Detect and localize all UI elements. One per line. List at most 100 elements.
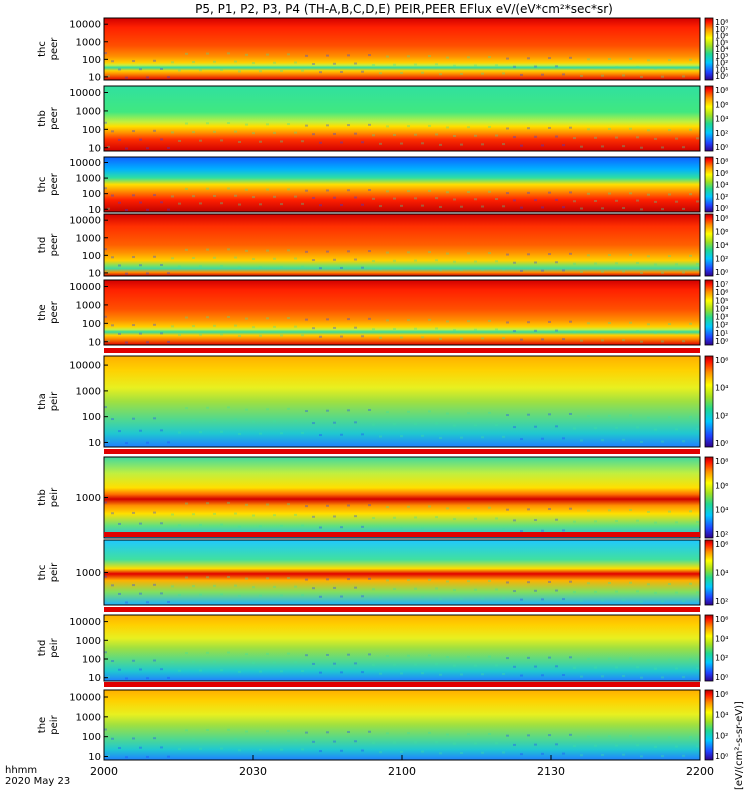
spectrogram-texture — [104, 248, 699, 275]
colorbar-tick-label: 10¹ — [715, 329, 728, 338]
colorbar — [704, 539, 714, 606]
x-tick-label: 2000 — [90, 765, 118, 778]
colorbar — [704, 614, 714, 682]
panel-label: the — [37, 304, 48, 320]
y-tick-label: 1000 — [76, 493, 101, 504]
y-tick-label: 10000 — [69, 361, 101, 372]
spectrogram-image — [104, 86, 700, 151]
y-tick-label: 1000 — [76, 568, 101, 579]
colorbar-tick-label: 10⁰ — [715, 752, 728, 761]
colorbar-tick-label: 10⁶ — [715, 228, 728, 237]
panel-label: peer — [49, 37, 60, 61]
colorbar-tick-label: 10² — [715, 255, 728, 264]
y-tick-label: 1000 — [76, 174, 101, 185]
y-tick-label: 100 — [82, 189, 101, 200]
spectrogram-texture — [104, 187, 699, 212]
colorbar-tick-label: 10² — [715, 59, 728, 68]
colorbar-tick-label: 10² — [715, 411, 728, 420]
y-tick-label: 10 — [88, 752, 101, 763]
panel-label: thc — [37, 565, 48, 581]
panel-frame — [103, 213, 701, 277]
x-tick-labels: 2000 2030 2100 2130 2200 — [90, 755, 714, 778]
colorbar-tick-label: 10² — [715, 530, 728, 539]
colorbar-tick-label: 10⁴ — [715, 711, 728, 720]
colorbar-tick-label: 10³ — [715, 52, 728, 61]
y-tick-label: 1000 — [76, 233, 101, 244]
y-tick-label: 100 — [82, 125, 101, 136]
y-tick-label: 1000 — [76, 37, 101, 48]
colorbar-tick-label: 10⁸ — [715, 457, 728, 466]
colorbar-tick-label: 10⁶ — [715, 169, 728, 178]
panel-label: thc — [37, 177, 48, 193]
y-tick-label: 1000 — [76, 106, 101, 117]
y-tick-label: 10 — [88, 337, 101, 348]
y-tick-label: 10000 — [69, 617, 101, 628]
y-tick-label: 1000 — [76, 386, 101, 397]
colorbar-tick-label: 10⁴ — [715, 241, 728, 250]
colorbar — [704, 156, 714, 213]
panel-label: peer — [49, 300, 60, 324]
colorbar — [704, 355, 714, 448]
spectrogram-texture — [104, 52, 699, 79]
colorbar-tick-label: 10⁰ — [715, 143, 728, 152]
colorbar-tick-label: 10⁸ — [715, 214, 728, 223]
colorbar-tick-label: 10⁴ — [715, 634, 728, 643]
colorbar-tick-label: 10² — [715, 597, 728, 606]
colorbar-tick-label: 10⁴ — [715, 304, 728, 313]
panel-separator — [104, 348, 700, 353]
colorbar-tick-label: 10² — [715, 654, 728, 663]
y-tick-label: 10000 — [69, 693, 101, 704]
panel-frame — [103, 614, 701, 682]
panel-label: thd — [37, 640, 48, 657]
spectrogram-image — [104, 540, 700, 605]
x-axis: hhmm 2020 May 23 — [5, 765, 70, 787]
y-tick-label: 10 — [88, 205, 101, 216]
panel-separator — [104, 532, 700, 537]
colorbar-tick-label: 10² — [715, 321, 728, 330]
spectrogram-texture — [104, 121, 699, 150]
spectrogram-panel: 10000 1000 100 10 thb peer 10⁸ 10⁶ 10⁴ 10² 10⁰ — [37, 85, 728, 154]
panel-label: peer — [49, 172, 60, 196]
colorbar-tick-label: 10⁶ — [715, 690, 728, 699]
spectrogram-image — [104, 157, 700, 212]
spectrogram-texture — [104, 575, 699, 604]
colorbar-tick-label: 10⁴ — [715, 506, 728, 515]
y-tick-label: 10 — [88, 673, 101, 684]
spectrogram-image — [104, 280, 700, 345]
colorbar-tick-label: 10⁶ — [715, 481, 728, 490]
colorbar-unit-label: [eV/(cm²-s-sr-eV)] — [734, 701, 745, 790]
panel-frame — [103, 279, 701, 346]
colorbar — [704, 85, 714, 152]
panel-separator — [104, 449, 700, 454]
y-tick-label: 10000 — [69, 282, 101, 293]
panel-label: peir — [49, 391, 60, 411]
spectrogram-image — [104, 615, 700, 681]
panel-label: thc — [37, 41, 48, 57]
y-tick-label: 10 — [88, 72, 101, 83]
colorbar-tick-label: 10⁴ — [715, 569, 728, 578]
y-tick-label: 100 — [82, 251, 101, 262]
y-tick-label: 10 — [88, 438, 101, 449]
spectrogram-image — [104, 214, 700, 276]
spectrogram-panel: 10000 1000 100 10 thd peir 10⁶ 10⁴ 10² 10⁰ — [37, 607, 728, 684]
y-tick-label: 10000 — [69, 88, 101, 99]
x-tick-label: 2130 — [537, 765, 565, 778]
panel-label: thb — [37, 110, 48, 127]
colorbar — [704, 279, 714, 346]
panel-label: peir — [49, 562, 60, 582]
y-tick-label: 1000 — [76, 636, 101, 647]
y-tick-label: 100 — [82, 732, 101, 743]
colorbar-tick-label: 10⁸ — [715, 157, 728, 166]
y-tick-label: 100 — [82, 55, 101, 66]
spectrogram-panel: 1000 thb peir 10⁸ 10⁶ 10⁴ 10² — [37, 449, 728, 539]
panel-label: thb — [37, 489, 48, 506]
colorbar-tick-label: 10⁰ — [715, 268, 728, 277]
panel-separator — [104, 607, 700, 612]
panel-label: peir — [49, 637, 60, 657]
colorbar — [704, 689, 714, 761]
spectrogram-panel: 10000 1000 100 10 thc peer 10⁸ 10⁶ 10⁴ 10² 10⁰ — [37, 156, 728, 216]
colorbar-tick-label: 10⁴ — [715, 181, 728, 190]
colorbar-tick-label: 10⁵ — [715, 296, 728, 305]
